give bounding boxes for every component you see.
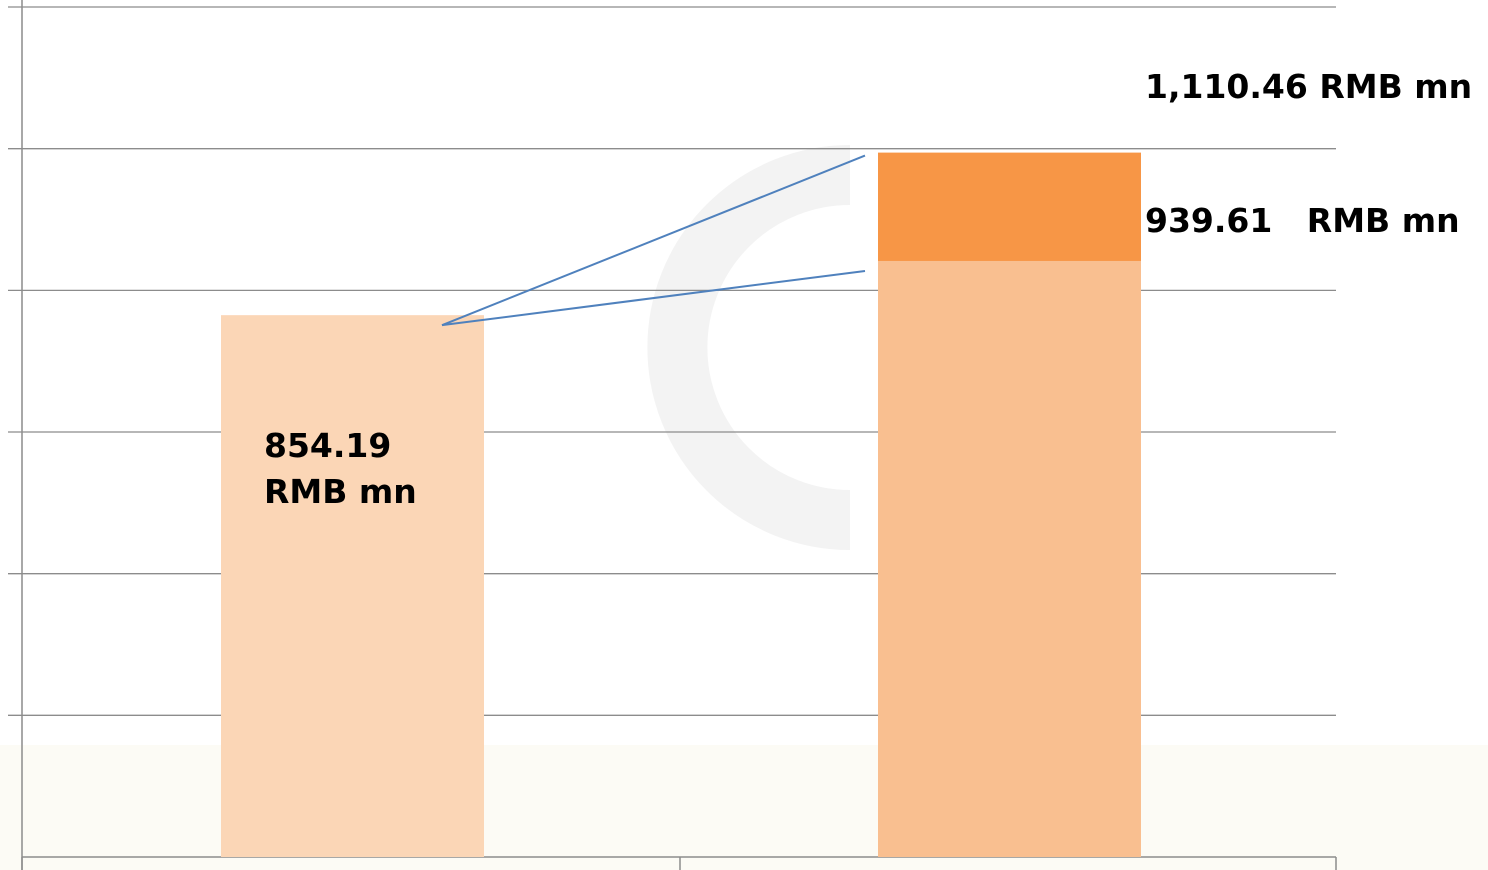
connector-line-base bbox=[441, 269, 866, 327]
bar-top-2 bbox=[878, 152, 1141, 261]
watermark-ring bbox=[647, 145, 851, 550]
data-label-bar2-base: 939.61 RMB mn bbox=[1145, 201, 1460, 240]
data-label-bar2-total: 1,110.46 RMB mn bbox=[1145, 67, 1472, 106]
bar-base-2 bbox=[878, 260, 1141, 857]
bars bbox=[221, 152, 1141, 857]
data-label-bar1-unit: RMB mn bbox=[264, 472, 417, 511]
data-label-bar1-value: 854.19 bbox=[264, 426, 391, 465]
data-labels: 854.19 RMB mn 1,110.46 RMB mn 939.61 RMB… bbox=[264, 67, 1472, 511]
connector-line-total bbox=[441, 154, 866, 327]
bar-base-1 bbox=[221, 315, 484, 857]
connector-lines bbox=[441, 154, 866, 327]
